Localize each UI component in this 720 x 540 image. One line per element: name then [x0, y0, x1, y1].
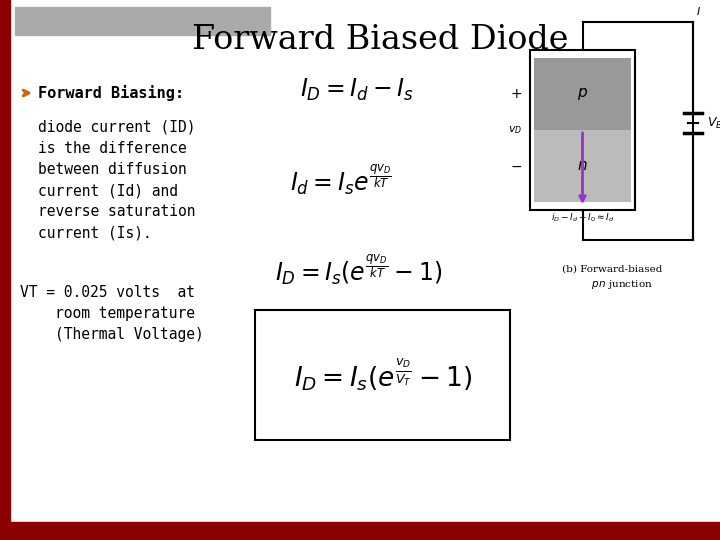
Bar	[255, 310, 510, 440]
Text: diode current (ID)
is the difference
between diffusion
current (Id) and
reverse : diode current (ID) is the difference bet…	[38, 120, 196, 240]
Text: $-$: $-$	[510, 159, 522, 173]
Text: $+$: $+$	[510, 87, 522, 101]
Text: $V_B$: $V_B$	[707, 116, 720, 131]
Text: $I_D = I_s(e^{\frac{v_D}{V_T}} - 1)$: $I_D = I_s(e^{\frac{v_D}{V_T}} - 1)$	[294, 356, 472, 394]
Bar	[534, 58, 631, 130]
Text: Forward Biasing:: Forward Biasing:	[38, 85, 184, 101]
Text: $I_D = I_s(e^{\frac{qv_D}{kT}} - 1)$: $I_D = I_s(e^{\frac{qv_D}{kT}} - 1)$	[275, 253, 442, 287]
Text: $p$: $p$	[577, 86, 588, 102]
Bar	[0, 0, 10, 522]
Bar	[530, 50, 635, 210]
Bar	[15, 7, 270, 35]
Text: (b) Forward-biased
      $pn$ junction: (b) Forward-biased $pn$ junction	[562, 265, 662, 291]
Text: $I$: $I$	[696, 5, 701, 17]
Text: $i_D - I_d - I_0 \approx I_d$: $i_D - I_d - I_0 \approx I_d$	[551, 212, 614, 225]
Text: $I_D = I_d - I_s$: $I_D = I_d - I_s$	[300, 77, 414, 103]
Text: VT = 0.025 volts  at
    room temperature
    (Thermal Voltage): VT = 0.025 volts at room temperature (Th…	[20, 285, 204, 342]
Text: $v_D$: $v_D$	[508, 124, 522, 136]
Text: Forward Biased Diode: Forward Biased Diode	[192, 24, 568, 56]
Text: $n$: $n$	[577, 159, 588, 173]
Bar	[0, 522, 720, 540]
Bar	[534, 130, 631, 202]
Text: $I_d = I_s e^{\frac{qv_D}{kT}}$: $I_d = I_s e^{\frac{qv_D}{kT}}$	[290, 163, 392, 198]
